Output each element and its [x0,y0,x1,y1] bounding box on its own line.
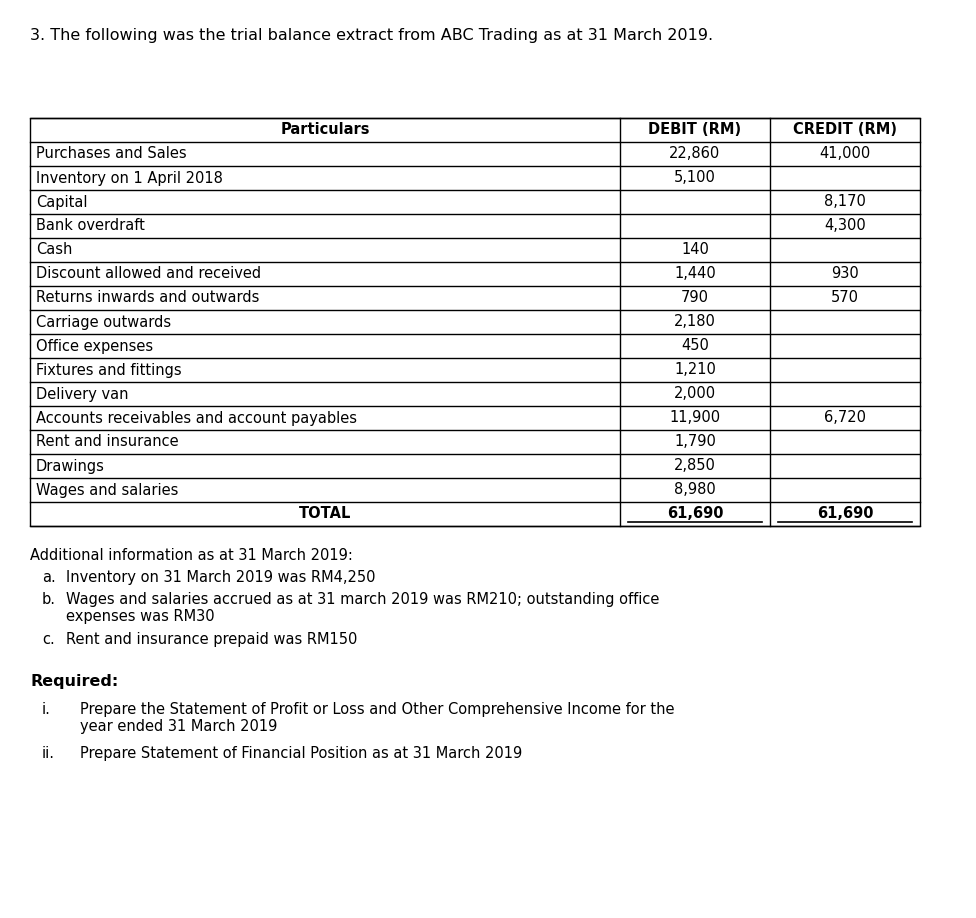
Text: 5,100: 5,100 [674,171,716,185]
Text: 61,690: 61,690 [667,507,723,521]
Text: Returns inwards and outwards: Returns inwards and outwards [36,290,260,306]
Text: DEBIT (RM): DEBIT (RM) [648,122,742,138]
Text: 6,720: 6,720 [824,410,866,426]
Text: Required:: Required: [30,674,118,689]
Text: Wages and salaries: Wages and salaries [36,483,179,498]
Text: 1,210: 1,210 [674,363,716,377]
Text: Accounts receivables and account payables: Accounts receivables and account payable… [36,410,357,426]
Text: Cash: Cash [36,242,72,258]
Text: a.: a. [42,570,56,585]
Text: Prepare Statement of Financial Position as at 31 March 2019: Prepare Statement of Financial Position … [80,746,522,761]
Text: 8,980: 8,980 [674,483,715,498]
Text: 140: 140 [681,242,709,258]
Text: Inventory on 1 April 2018: Inventory on 1 April 2018 [36,171,223,185]
Text: 790: 790 [681,290,709,306]
Text: Prepare the Statement of Profit or Loss and Other Comprehensive Income for the
y: Prepare the Statement of Profit or Loss … [80,702,674,734]
Text: Delivery van: Delivery van [36,386,129,401]
Text: 8,170: 8,170 [824,195,866,209]
Text: 930: 930 [832,266,859,282]
Text: 2,850: 2,850 [674,458,716,474]
Text: TOTAL: TOTAL [299,507,351,521]
Text: Bank overdraft: Bank overdraft [36,218,144,233]
Text: Fixtures and fittings: Fixtures and fittings [36,363,182,377]
Text: 1,440: 1,440 [674,266,715,282]
Text: 1,790: 1,790 [674,434,716,450]
Text: Particulars: Particulars [280,122,370,138]
Text: Additional information as at 31 March 2019:: Additional information as at 31 March 20… [30,548,353,563]
Text: 11,900: 11,900 [670,410,720,426]
Text: CREDIT (RM): CREDIT (RM) [793,122,897,138]
Text: Office expenses: Office expenses [36,339,153,353]
Text: Discount allowed and received: Discount allowed and received [36,266,262,282]
Text: 22,860: 22,860 [670,147,720,162]
Text: Capital: Capital [36,195,88,209]
Text: Rent and insurance prepaid was RM150: Rent and insurance prepaid was RM150 [66,632,357,647]
Text: i.: i. [42,702,51,717]
Text: 61,690: 61,690 [817,507,874,521]
Text: Purchases and Sales: Purchases and Sales [36,147,186,162]
Bar [30,118,920,526]
Text: ii.: ii. [42,746,55,761]
Text: 570: 570 [831,290,859,306]
Text: Wages and salaries accrued as at 31 march 2019 was RM210; outstanding office
exp: Wages and salaries accrued as at 31 marc… [66,592,660,624]
Text: Inventory on 31 March 2019 was RM4,250: Inventory on 31 March 2019 was RM4,250 [66,570,376,585]
Text: 450: 450 [681,339,709,353]
Text: c.: c. [42,632,55,647]
Text: 41,000: 41,000 [820,147,871,162]
Text: 4,300: 4,300 [824,218,866,233]
Text: b.: b. [42,592,56,607]
Text: 2,180: 2,180 [674,315,716,330]
Text: 3. The following was the trial balance extract from ABC Trading as at 31 March 2: 3. The following was the trial balance e… [30,28,713,43]
Text: 2,000: 2,000 [674,386,716,401]
Text: Drawings: Drawings [36,458,104,474]
Text: Rent and insurance: Rent and insurance [36,434,179,450]
Text: Carriage outwards: Carriage outwards [36,315,171,330]
